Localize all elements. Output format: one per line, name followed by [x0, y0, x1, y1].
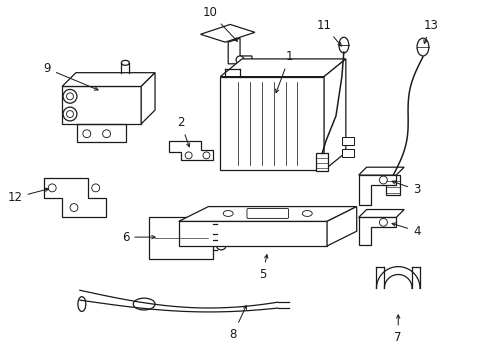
Text: 9: 9: [43, 62, 98, 90]
Text: 8: 8: [229, 306, 246, 341]
Ellipse shape: [302, 211, 311, 216]
Bar: [179, 221, 326, 246]
Ellipse shape: [338, 37, 348, 53]
Ellipse shape: [63, 107, 77, 121]
Text: 6: 6: [122, 231, 155, 244]
Polygon shape: [358, 210, 404, 217]
Polygon shape: [141, 73, 155, 124]
Text: 11: 11: [316, 19, 341, 46]
Polygon shape: [386, 175, 399, 195]
Ellipse shape: [216, 240, 226, 250]
Ellipse shape: [216, 224, 226, 234]
Bar: [341, 149, 353, 157]
Ellipse shape: [63, 89, 77, 103]
Ellipse shape: [133, 298, 155, 310]
Polygon shape: [326, 207, 356, 246]
Polygon shape: [220, 59, 345, 77]
Polygon shape: [358, 217, 395, 245]
Text: 10: 10: [203, 6, 237, 41]
Text: 5: 5: [259, 255, 267, 281]
Circle shape: [185, 152, 192, 159]
Ellipse shape: [66, 93, 73, 100]
Bar: [62, 86, 141, 124]
Text: 3: 3: [391, 181, 420, 196]
Circle shape: [379, 176, 386, 184]
Circle shape: [70, 204, 78, 212]
Text: 13: 13: [423, 19, 437, 44]
FancyBboxPatch shape: [246, 208, 288, 219]
Text: 2: 2: [177, 116, 189, 147]
Ellipse shape: [223, 211, 233, 216]
Text: 12: 12: [7, 188, 48, 204]
Circle shape: [92, 184, 100, 192]
Ellipse shape: [78, 297, 86, 311]
Circle shape: [203, 152, 209, 159]
Circle shape: [82, 130, 91, 138]
Circle shape: [379, 219, 386, 226]
Polygon shape: [44, 178, 105, 217]
Text: 1: 1: [275, 50, 293, 93]
Circle shape: [102, 130, 110, 138]
Circle shape: [236, 56, 244, 64]
Bar: [220, 77, 324, 170]
Polygon shape: [316, 153, 327, 171]
Polygon shape: [168, 141, 213, 160]
Text: 7: 7: [394, 315, 401, 344]
Ellipse shape: [416, 38, 428, 56]
Text: 4: 4: [391, 223, 420, 238]
Polygon shape: [324, 59, 345, 170]
Ellipse shape: [262, 211, 272, 216]
Polygon shape: [179, 207, 356, 221]
Polygon shape: [358, 175, 395, 204]
Polygon shape: [228, 38, 251, 64]
Circle shape: [48, 184, 56, 192]
Polygon shape: [200, 24, 254, 42]
Ellipse shape: [121, 60, 129, 65]
Ellipse shape: [66, 111, 73, 117]
Polygon shape: [358, 167, 404, 175]
Polygon shape: [62, 73, 155, 86]
Bar: [149, 217, 213, 259]
Bar: [341, 137, 353, 145]
